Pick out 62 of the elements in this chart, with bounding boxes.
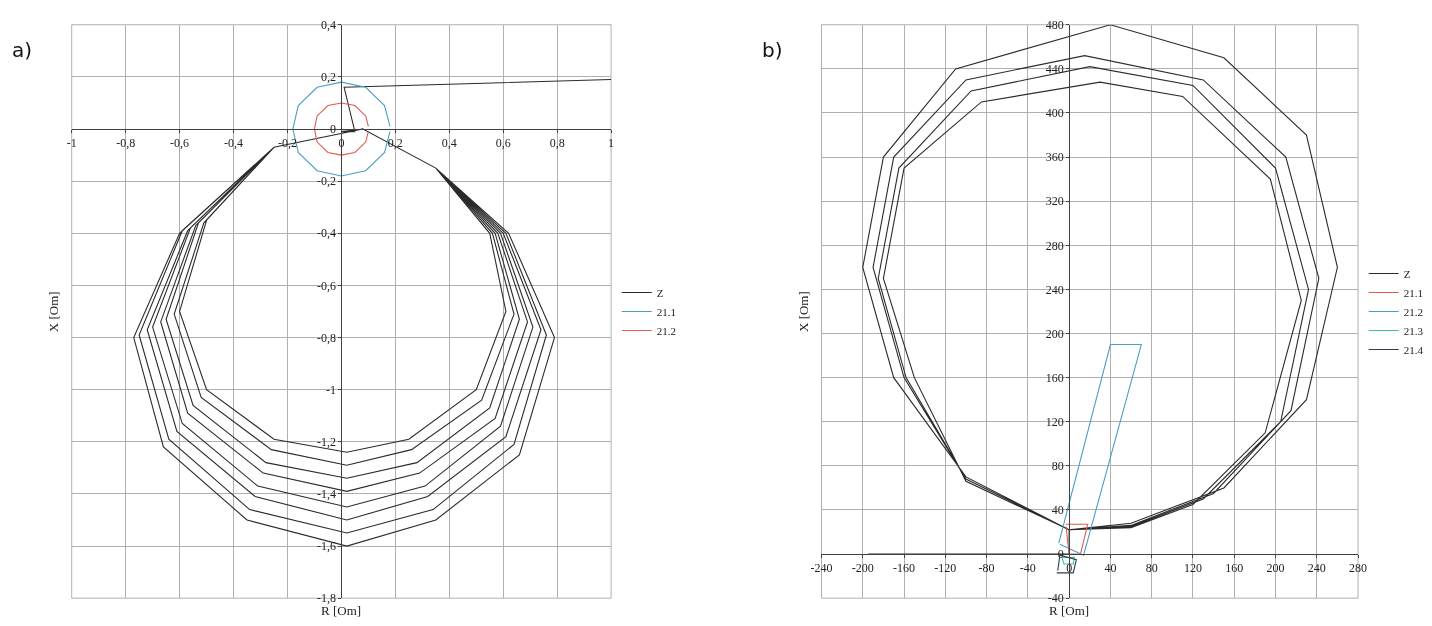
text: a) [12,38,33,62]
legend-label: 21.2 [656,324,676,337]
x-tick-label: -0,6 [170,136,190,151]
y-tick-label: 280 [1045,238,1064,253]
x-tick-label: 40 [1104,561,1117,576]
x-tick-label: -0,8 [116,136,136,151]
x-tick-label: 120 [1183,561,1202,576]
legend-label: Z [656,286,664,299]
legend-label: 21.1 [656,305,676,318]
legend-label: 21.3 [1403,324,1424,337]
x-tick-label: -160 [893,561,916,576]
y-tick-label: 0,2 [321,70,337,85]
x-tick-label: 0,4 [441,136,457,151]
y-tick-label: 120 [1045,414,1064,429]
y-tick-label: 320 [1045,194,1064,209]
y-tick-label: -1,4 [317,487,337,502]
y-tick-label: 480 [1045,17,1064,32]
y-tick-label: -1 [326,382,337,397]
y-tick-label: 200 [1045,326,1064,341]
y-tick-label: 160 [1045,370,1064,385]
x-tick-label: 280 [1349,561,1368,576]
y-axis-title: X [Om] [46,291,62,333]
x-tick-label: -0,4 [224,136,244,151]
y-axis-title: X [Om] [796,291,812,332]
x-tick-label: 0,8 [549,136,565,151]
y-tick-label: 0 [1057,547,1064,562]
y-tick-label: -40 [1047,591,1064,606]
line-series [313,102,369,156]
text: b) [762,38,783,62]
x-tick-label: -1 [66,136,77,151]
x-tick-label: 240 [1307,561,1326,576]
x-tick-label: 160 [1225,561,1244,576]
x-tick-label: 1 [608,136,615,151]
legend-label: Z [1403,267,1411,280]
y-tick-label: 40 [1051,503,1064,518]
x-tick-label: -120 [934,561,957,576]
y-tick-label: -0,4 [317,226,337,241]
y-tick-label: 240 [1045,282,1064,297]
y-tick-label: -1,6 [317,539,337,554]
y-tick-label: -0,2 [317,174,337,189]
y-tick-label: -1,8 [317,591,337,606]
legend-label: 21.1 [1403,286,1423,299]
x-tick-label: -240 [810,561,833,576]
x-tick-label: 80 [1145,561,1158,576]
x-tick-label: 0,6 [495,136,511,151]
y-tick-label: 440 [1045,62,1064,77]
x-tick-label: -80 [978,561,995,576]
y-tick-label: -0,8 [317,330,337,345]
y-tick-label: 360 [1045,150,1064,165]
legend-label: 21.4 [1403,343,1424,356]
x-tick-label: 200 [1266,561,1285,576]
y-tick-label: 80 [1051,459,1064,474]
x-tick-label: 0,2 [387,136,403,151]
x-tick-label: -200 [851,561,874,576]
legend-label: 21.2 [1403,305,1423,318]
y-tick-label: -0,6 [317,278,337,293]
y-tick-label: 400 [1045,106,1064,121]
y-tick-label: 0,4 [321,17,337,32]
x-axis-title: R [Om] [1049,603,1090,618]
x-tick-label: -40 [1019,561,1036,576]
x-axis-title: R [Om] [321,603,362,618]
y-tick-label: -1,2 [317,435,337,449]
